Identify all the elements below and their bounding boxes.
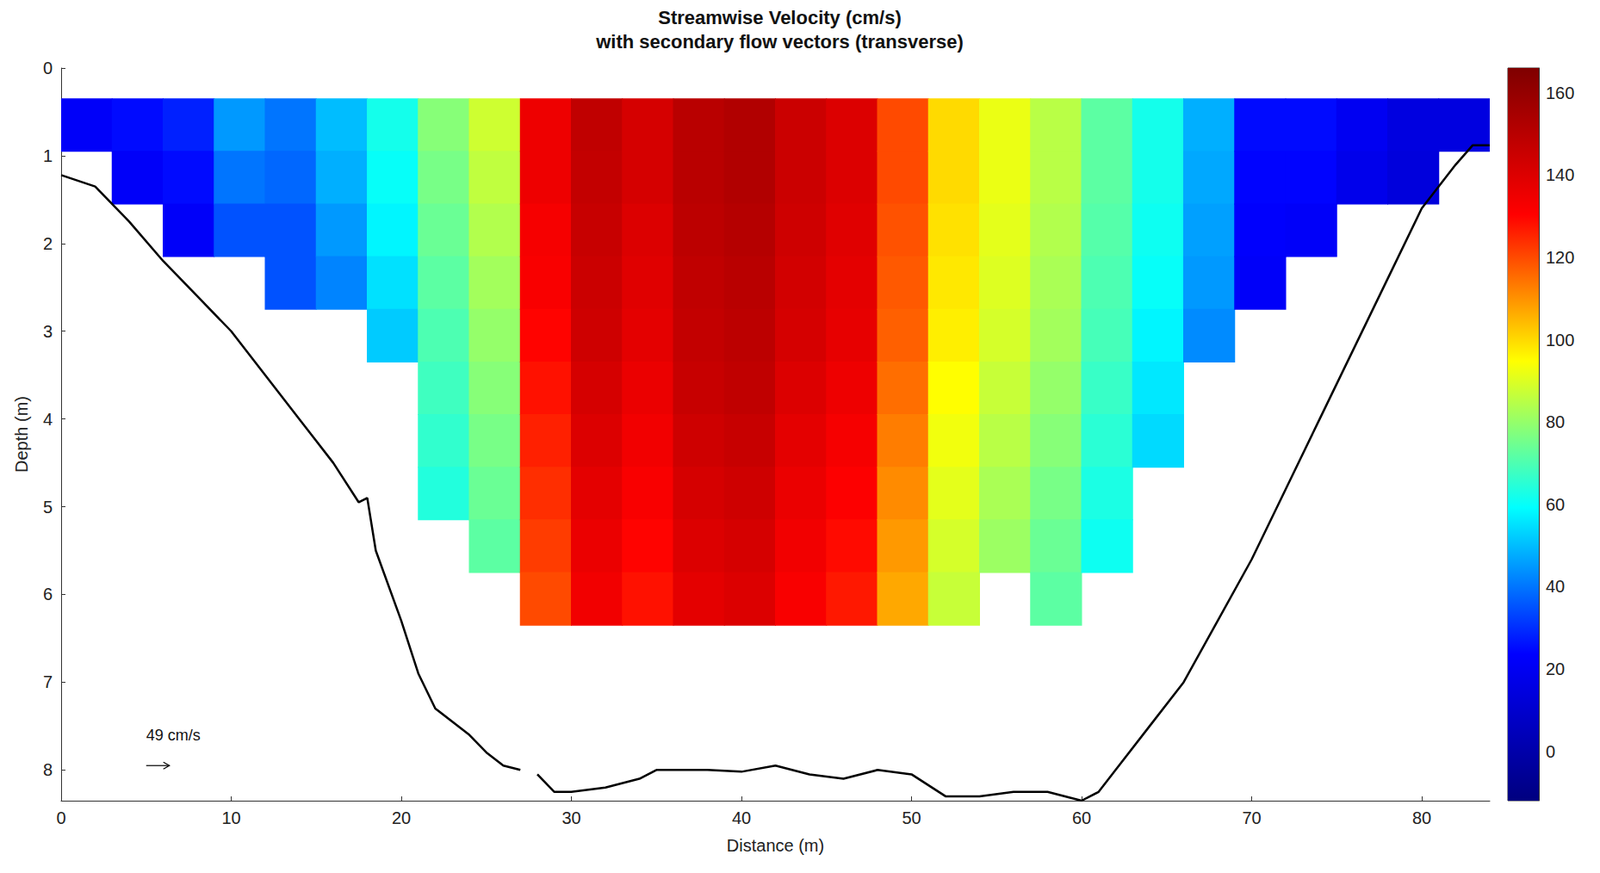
svg-text:30: 30 xyxy=(561,808,581,828)
svg-text:7: 7 xyxy=(43,672,53,692)
svg-text:20: 20 xyxy=(391,808,411,828)
svg-text:Distance (m): Distance (m) xyxy=(726,836,825,856)
svg-text:60: 60 xyxy=(1072,808,1092,828)
svg-text:3: 3 xyxy=(43,322,53,342)
svg-text:0: 0 xyxy=(55,808,66,828)
svg-text:70: 70 xyxy=(1241,808,1261,828)
svg-text:2: 2 xyxy=(43,234,53,254)
svg-text:80: 80 xyxy=(1412,808,1432,828)
svg-text:40: 40 xyxy=(1545,576,1565,596)
svg-text:8: 8 xyxy=(43,760,53,780)
svg-text:49 cm/s: 49 cm/s xyxy=(146,726,201,745)
svg-text:1: 1 xyxy=(43,146,53,166)
svg-text:0: 0 xyxy=(43,58,53,78)
svg-text:0: 0 xyxy=(1545,742,1556,762)
svg-text:80: 80 xyxy=(1545,412,1565,432)
svg-text:50: 50 xyxy=(901,808,921,828)
svg-text:6: 6 xyxy=(43,584,53,604)
svg-text:10: 10 xyxy=(221,808,241,828)
svg-text:120: 120 xyxy=(1545,248,1575,267)
svg-text:5: 5 xyxy=(43,497,53,517)
svg-text:with secondary flow vectors (t: with secondary flow vectors (transverse) xyxy=(595,31,964,53)
svg-text:40: 40 xyxy=(731,808,751,828)
svg-text:140: 140 xyxy=(1545,165,1575,185)
svg-text:100: 100 xyxy=(1545,330,1575,350)
svg-text:60: 60 xyxy=(1545,495,1565,515)
svg-text:20: 20 xyxy=(1545,659,1565,679)
svg-text:4: 4 xyxy=(43,409,53,429)
svg-text:Streamwise Velocity (cm/s): Streamwise Velocity (cm/s) xyxy=(657,6,901,29)
svg-text:Depth (m): Depth (m) xyxy=(12,396,32,473)
svg-text:160: 160 xyxy=(1545,83,1575,103)
